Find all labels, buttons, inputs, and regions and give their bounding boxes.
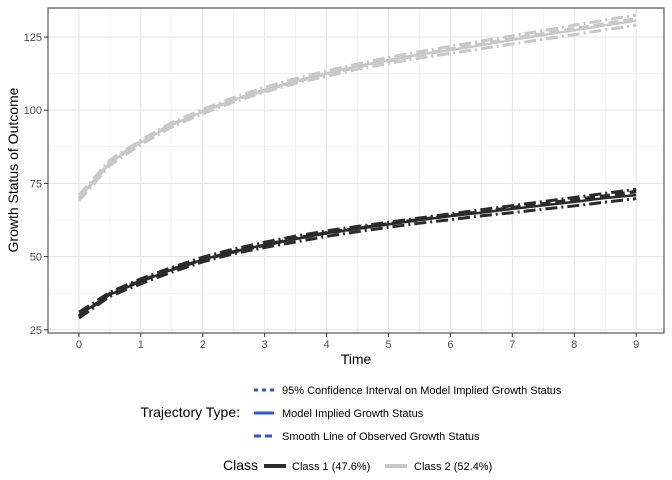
class-1-ci-lower-line bbox=[78, 197, 637, 320]
x-tick-label: 8 bbox=[571, 339, 577, 351]
series-layer bbox=[77, 13, 637, 320]
x-tick-label: 3 bbox=[262, 339, 268, 351]
legend-trajectory-keys bbox=[254, 388, 274, 438]
legend-trajectory-title: Trajectory Type: bbox=[140, 404, 240, 420]
y-tick-label: 75 bbox=[30, 178, 42, 190]
class-2-model-implied-line bbox=[78, 19, 637, 199]
x-tick-label: 7 bbox=[509, 339, 515, 351]
grid-major bbox=[48, 8, 664, 333]
class-1-model-implied-line bbox=[78, 193, 637, 317]
x-tick-label: 9 bbox=[633, 339, 639, 351]
x-axis: 0 1 2 3 4 5 6 7 8 9 bbox=[76, 333, 639, 351]
legend-class: Class Class 1 (47.6%) Class 2 (52.4%) bbox=[223, 457, 492, 473]
y-tick-label: 125 bbox=[24, 32, 42, 44]
x-tick-label: 5 bbox=[385, 339, 391, 351]
legend-item-smooth-label: Smooth Line of Observed Growth Status bbox=[282, 431, 480, 443]
legend-class-title: Class bbox=[223, 457, 258, 473]
legend-class-1-label: Class 1 (47.6%) bbox=[292, 461, 370, 473]
y-axis: 25 50 75 100 125 bbox=[24, 32, 48, 337]
plot-border bbox=[47, 7, 665, 334]
x-tick-label: 2 bbox=[200, 339, 206, 351]
class-1-ci-upper-line bbox=[78, 187, 637, 314]
x-axis-title: Time bbox=[341, 351, 372, 367]
class-2-ci-lower-line bbox=[77, 23, 637, 202]
x-tick-label: 1 bbox=[138, 339, 144, 351]
legend-class-2-label: Class 2 (52.4%) bbox=[414, 461, 492, 473]
grid-minor bbox=[48, 8, 664, 333]
legend-item-ci-label: 95% Confidence Interval on Model Implied… bbox=[282, 385, 562, 397]
x-tick-label: 6 bbox=[447, 339, 453, 351]
legend-trajectory-type: Trajectory Type: 95% Confidence Interval… bbox=[140, 385, 562, 443]
y-axis-title: Growth Status of Outcome bbox=[5, 87, 21, 252]
class-1-smooth-observed-line bbox=[77, 189, 637, 319]
legend-item-model-label: Model Implied Growth Status bbox=[282, 408, 424, 420]
y-tick-label: 100 bbox=[24, 105, 42, 117]
y-tick-label: 50 bbox=[30, 252, 42, 264]
x-tick-label: 0 bbox=[76, 339, 82, 351]
x-tick-label: 4 bbox=[324, 339, 330, 351]
y-tick-label: 25 bbox=[30, 325, 42, 337]
